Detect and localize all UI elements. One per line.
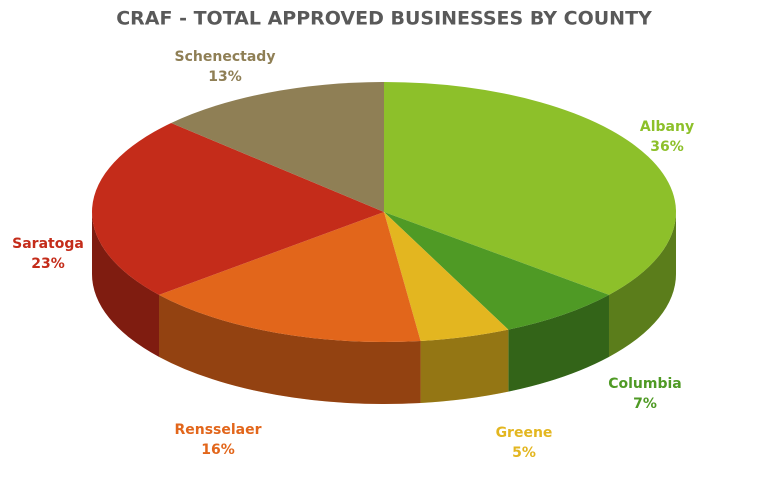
slice-value-label: 7% <box>633 396 657 412</box>
pie-side <box>92 212 160 357</box>
pie-slice <box>384 212 609 330</box>
pie-slice <box>384 212 509 341</box>
slice-value-label: 23% <box>31 256 65 272</box>
slice-label: Albany <box>640 119 694 135</box>
slice-label: Greene <box>496 425 553 441</box>
slice-value-label: 13% <box>208 69 242 85</box>
slice-value-label: 36% <box>650 139 684 155</box>
pie-side-shade <box>420 329 509 403</box>
pie-side <box>608 212 676 357</box>
slice-label: Columbia <box>608 376 682 392</box>
pie-side-shade <box>92 212 160 357</box>
slice-label: Saratoga <box>12 236 84 252</box>
pie-slice <box>384 82 676 295</box>
pie-side <box>420 329 509 403</box>
pie-side <box>159 294 421 404</box>
slice-value-label: 5% <box>512 445 536 461</box>
slice-label: Rensselaer <box>174 422 261 438</box>
pie-slice <box>171 82 384 212</box>
slice-label: Schenectady <box>175 49 276 65</box>
pie-slice <box>91 123 384 295</box>
pie-side-shade <box>608 212 676 357</box>
pie-side-shade <box>159 294 421 404</box>
pie-slice <box>159 212 421 342</box>
chart-title: CRAF - TOTAL APPROVED BUSINESSES BY COUN… <box>116 8 652 30</box>
pie-side-shade <box>508 294 609 392</box>
pie-side <box>508 294 609 392</box>
slice-value-label: 16% <box>201 442 235 458</box>
